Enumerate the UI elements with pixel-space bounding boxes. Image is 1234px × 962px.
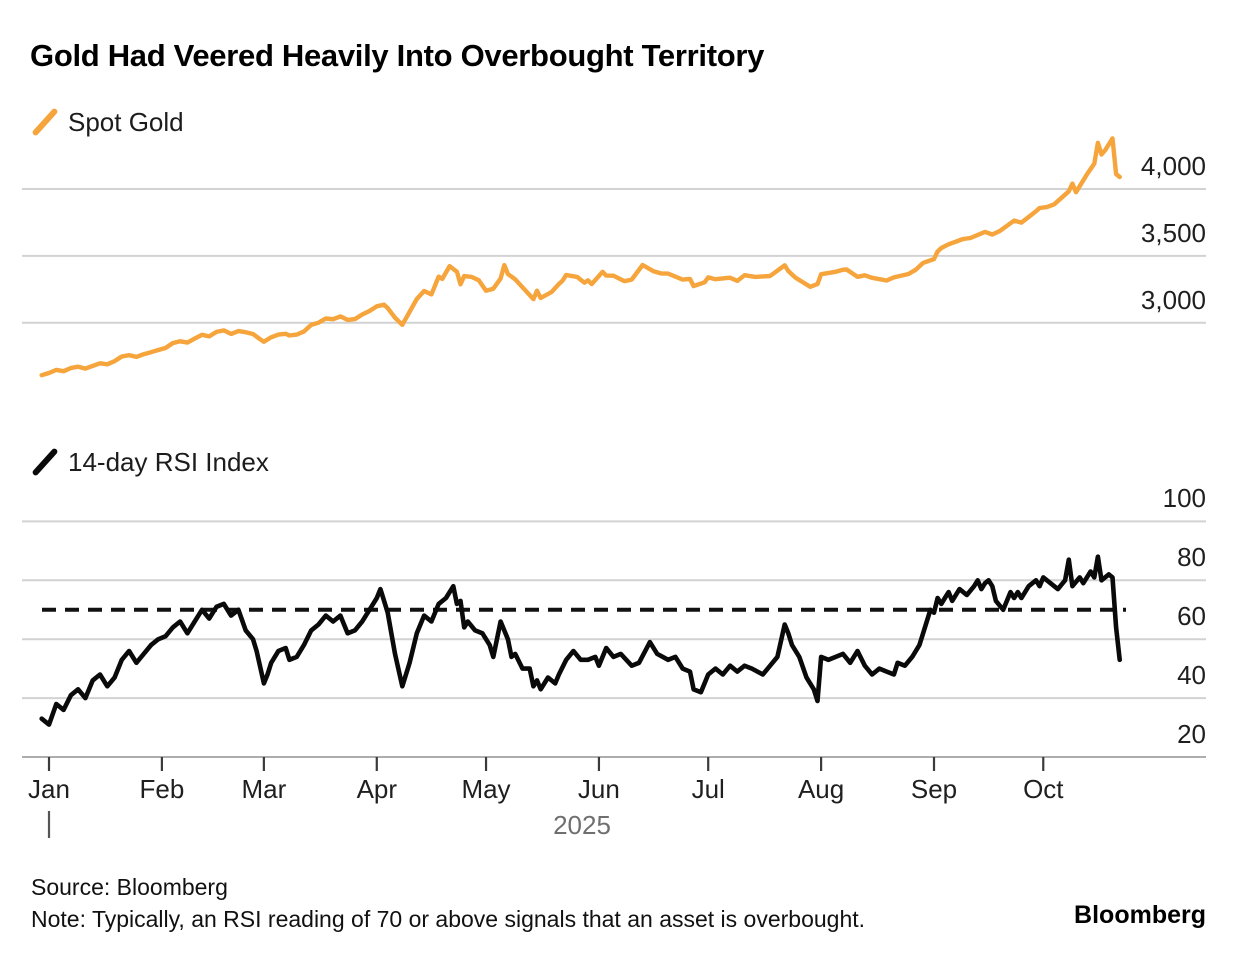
rsi-axis-label-20: 20 — [1177, 719, 1206, 749]
month-label-Aug: Aug — [797, 774, 845, 804]
spot-gold-line — [39, 136, 1122, 378]
legend-rsi-label: 14-day RSI Index — [68, 446, 269, 477]
month-label-Jan: Jan — [28, 774, 70, 804]
gold-axis-label-3500: 3,500 — [1140, 217, 1206, 248]
bloomberg-logo: Bloomberg — [1074, 901, 1206, 929]
month-label-Mar: Mar — [241, 774, 287, 804]
note-text: Note: Typically, an RSI reading of 70 or… — [31, 906, 866, 932]
rsi-axis-label-80: 80 — [1177, 542, 1206, 573]
month-label-Oct: Oct — [1023, 774, 1064, 804]
month-label-Jun: Jun — [577, 774, 620, 804]
month-label-Jul: Jul — [691, 774, 725, 804]
legend-rsi: 14-day RSI Index — [28, 447, 269, 477]
x-axis-year-label: 2025 — [553, 810, 611, 840]
month-label-Sep: Sep — [910, 774, 958, 804]
month-label-May: May — [461, 774, 511, 804]
chart-title: Gold Had Veered Heavily Into Overbought … — [30, 38, 765, 73]
rsi-axis-label-60: 60 — [1177, 601, 1206, 632]
rsi-line — [39, 554, 1122, 727]
month-label-Apr: Apr — [356, 774, 398, 804]
month-label-Feb: Feb — [139, 774, 185, 804]
source-text: Source: Bloomberg — [31, 874, 228, 900]
gold-axis-label-4000: 4,000 — [1140, 151, 1206, 181]
legend-spot-gold-label: Spot Gold — [68, 106, 184, 137]
legend-spot-gold: Spot Gold — [28, 107, 184, 137]
rsi-axis-label-100: 100 — [1162, 483, 1206, 514]
gold-axis-label-3000: 3,000 — [1140, 284, 1206, 315]
rsi-axis-label-40: 40 — [1177, 660, 1206, 691]
